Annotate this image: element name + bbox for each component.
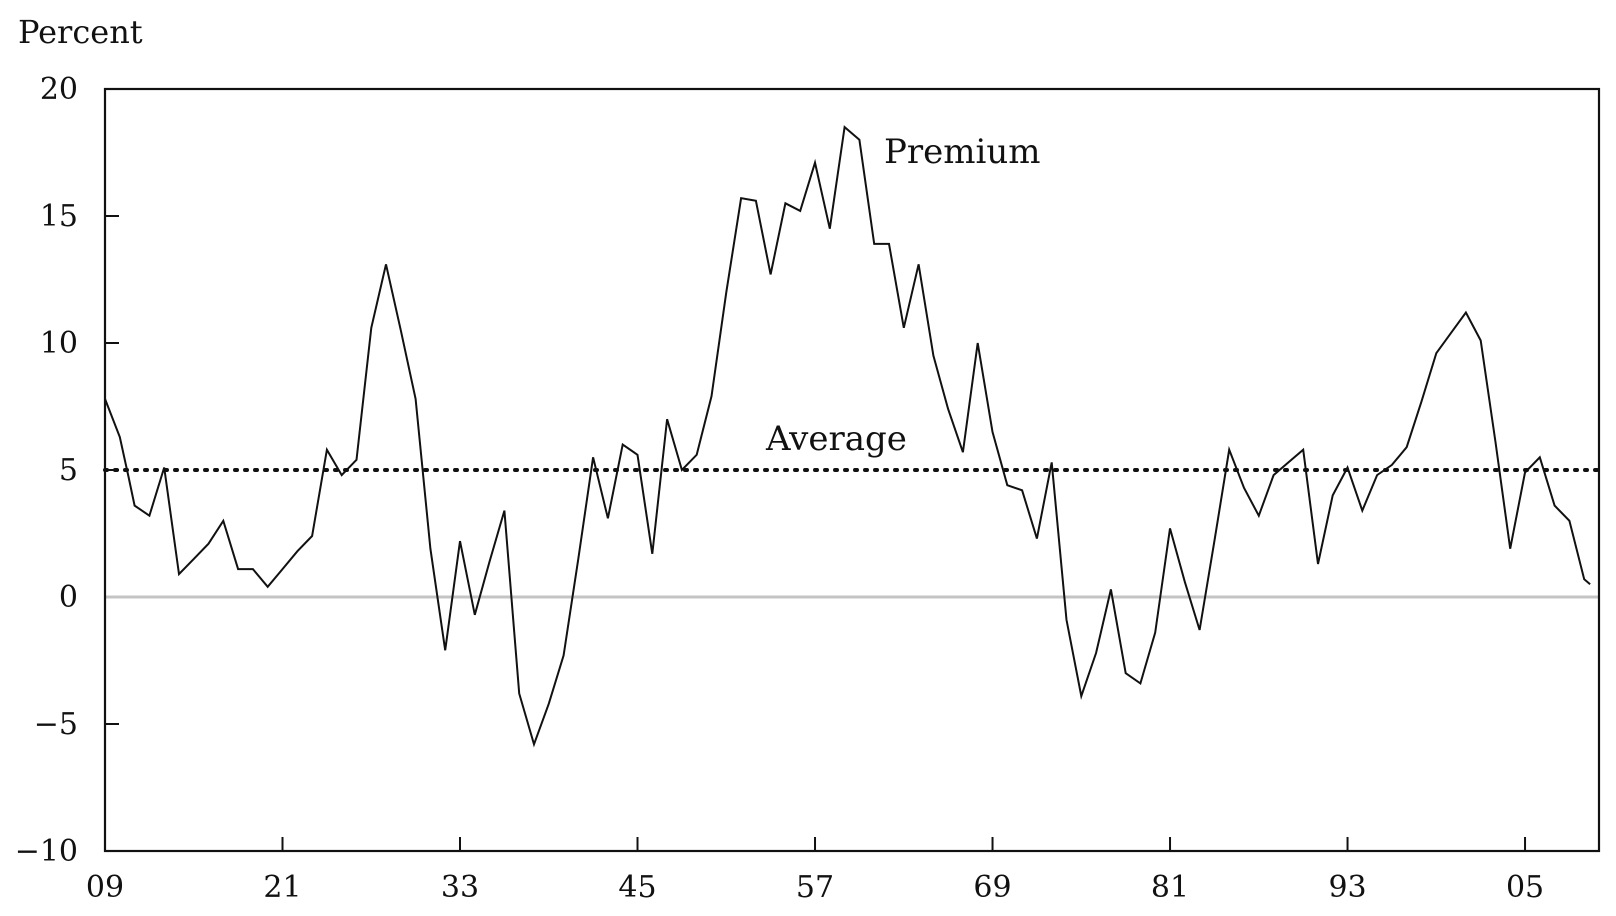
y-tick-label: 20 bbox=[40, 72, 78, 107]
x-tick-label: 81 bbox=[1151, 870, 1189, 905]
y-tick-label: 0 bbox=[59, 580, 78, 615]
y-tick-label: 5 bbox=[59, 453, 78, 488]
premium-series-line bbox=[104, 125, 1591, 748]
average-series-label: Average bbox=[765, 419, 907, 459]
y-tick-label: 10 bbox=[40, 326, 78, 361]
y-axis-unit-label: Percent bbox=[18, 13, 143, 51]
premium-series-label: Premium bbox=[884, 132, 1041, 172]
y-axis: 20 15 10 5 0 −5 −10 bbox=[15, 72, 119, 869]
plot-frame bbox=[103, 87, 1601, 853]
x-tick-label: 69 bbox=[973, 870, 1011, 905]
x-tick-label: 93 bbox=[1328, 870, 1366, 905]
y-tick-label: −10 bbox=[15, 834, 78, 869]
x-tick-label: 09 bbox=[86, 870, 124, 905]
y-tick-label: −5 bbox=[34, 707, 78, 742]
x-tick-label: 33 bbox=[441, 870, 479, 905]
x-tick-label: 45 bbox=[618, 870, 656, 905]
x-tick-label: 05 bbox=[1506, 870, 1544, 905]
x-axis: 09 21 33 45 57 69 81 93 05 bbox=[86, 837, 1544, 905]
x-tick-label: 21 bbox=[263, 870, 301, 905]
x-tick-label: 57 bbox=[796, 870, 834, 905]
y-tick-label: 15 bbox=[40, 199, 78, 234]
